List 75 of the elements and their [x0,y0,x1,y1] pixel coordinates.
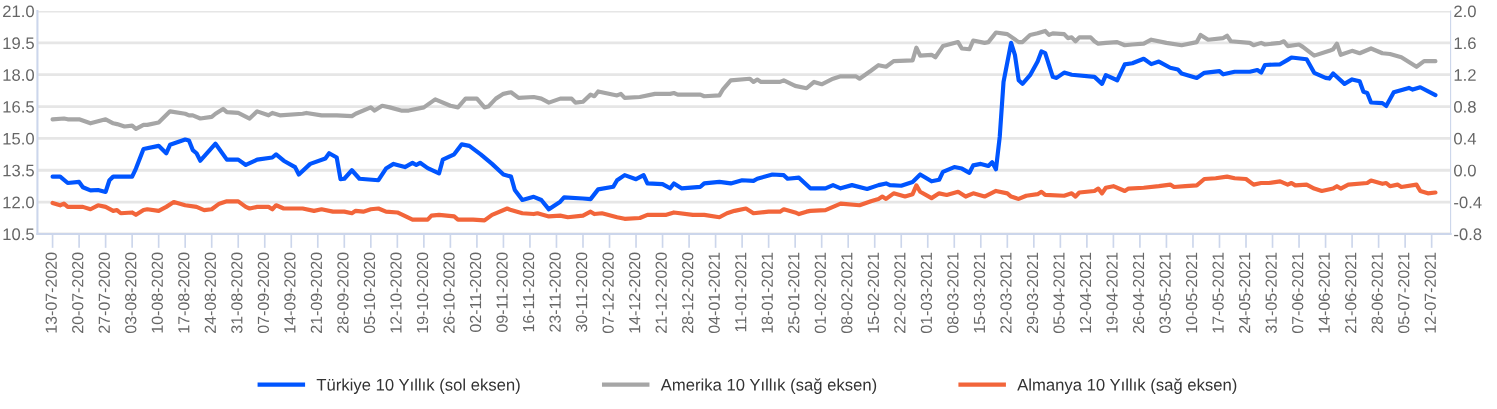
x-tick-label: 14-09-2020 [284,252,296,333]
x-tick-label: 15-03-2021 [973,252,986,333]
y-tick-label: 19.5 [3,37,34,50]
x-tick-label: 21-09-2020 [310,252,323,333]
y-tick-label: 21.0 [3,5,34,18]
x-tick-label: 19-10-2020 [416,252,429,333]
x-tick-label: 10-08-2020 [151,252,163,333]
x-tick-label: 08-02-2021 [841,252,853,334]
x-tick-label: 16-11-2020 [522,252,535,332]
x-tick-label: 05-07-2021 [1398,252,1410,334]
y2-tick-label: -0.4 [1454,196,1482,209]
x-tick-label: 23-11-2020 [549,252,561,332]
x-tick-label: 07-06-2021 [1292,252,1304,334]
x-tick-label: 27-07-2020 [98,252,110,333]
x-tick-label: 12-10-2020 [390,252,402,333]
x-tick-label: 20-07-2020 [72,252,84,333]
y2-tick-label: 2.0 [1454,5,1476,18]
x-tick-label: 28-09-2020 [337,252,349,333]
x-tick-label: 26-10-2020 [443,252,455,333]
y-tick-label: 18.0 [3,69,34,81]
x-tick-label: 05-04-2021 [1053,252,1065,334]
x-tick-label: 24-05-2021 [1238,252,1251,333]
line-series [50,28,1438,131]
line-series [50,40,1438,212]
x-tick-label: 25-01-2021 [788,252,800,333]
x-tick-label: 14-12-2020 [629,252,641,333]
y-tick-label: 15.0 [3,132,34,145]
y-tick-label: 13.5 [3,164,34,177]
x-tick-label: 21-12-2020 [655,252,667,333]
x-tick-label: 24-08-2020 [204,252,216,333]
line-series [50,174,1438,223]
x-tick-label: 03-05-2021 [1159,252,1171,334]
x-tick-label: 19-04-2021 [1106,252,1118,333]
x-tick-label: 28-06-2021 [1371,252,1383,333]
x-tick-label: 08-03-2021 [947,252,959,334]
x-tick-label: 07-09-2020 [257,252,270,334]
x-tick-label: 12-07-2021 [1424,252,1436,333]
x-tick-label: 18-01-2021 [761,252,773,333]
x-tick-label: 17-08-2020 [178,252,190,333]
y-tick-label: 12.0 [3,196,34,209]
legend-label: Almanya 10 Yıllık (sağ eksen) [1017,378,1237,394]
x-tick-label: 22-03-2021 [1000,252,1012,333]
x-tick-label: 09-11-2020 [496,252,508,332]
y2-tick-label: 1.6 [1454,37,1476,50]
x-tick-label: 13-07-2020 [45,252,57,333]
x-tick-label: 05-10-2020 [363,252,376,334]
x-tick-label: 30-11-2020 [575,252,588,332]
x-tick-label: 02-11-2020 [469,252,482,332]
x-tick-label: 14-06-2021 [1318,252,1330,333]
x-tick-label: 11-01-2021 [735,252,747,332]
x-tick-label: 04-01-2021 [708,252,720,334]
y2-tick-label: 0.8 [1454,100,1476,113]
y-tick-label: 10.5 [3,228,34,241]
y2-tick-label: 1.2 [1454,69,1476,81]
x-tick-label: 22-02-2021 [894,252,906,333]
x-tick-label: 26-04-2021 [1132,252,1145,333]
x-tick-label: 01-02-2021 [814,252,826,334]
x-tick-label: 10-05-2021 [1185,252,1198,333]
y-tick-label: 16.5 [3,100,34,113]
x-tick-label: 21-06-2021 [1345,252,1357,333]
x-tick-label: 31-05-2021 [1265,252,1277,334]
y2-tick-label: -0.8 [1454,228,1482,241]
x-tick-label: 01-03-2021 [920,252,933,334]
legend-label: Türkiye 10 Yıllık (sol eksen) [316,378,520,394]
x-tick-label: 15-02-2021 [867,252,880,333]
x-tick-label: 12-04-2021 [1079,252,1092,333]
x-tick-label: 28-12-2020 [682,252,694,333]
x-tick-label: 29-03-2021 [1026,252,1039,333]
x-tick-label: 07-12-2020 [602,252,614,334]
x-tick-label: 03-08-2020 [125,252,137,334]
y2-tick-label: 0.0 [1454,164,1476,177]
x-tick-label: 31-08-2020 [231,252,243,334]
legend-label: Amerika 10 Yıllık (sağ eksen) [660,378,877,394]
y2-tick-label: 0.4 [1454,132,1477,145]
x-tick-label: 17-05-2021 [1212,252,1224,333]
